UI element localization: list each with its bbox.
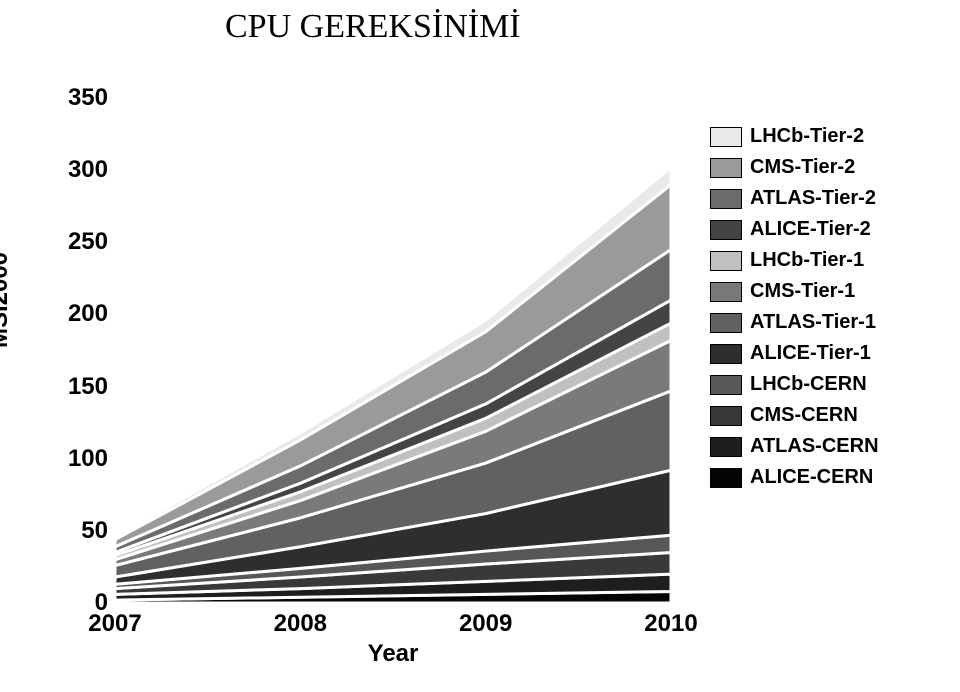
- x-tick-label: 2007: [88, 610, 141, 638]
- x-tick-label: 2010: [644, 610, 697, 638]
- legend-swatch: [710, 375, 742, 395]
- y-tick-label: 250: [68, 228, 108, 256]
- legend-label: LHCb-Tier-2: [750, 125, 864, 148]
- legend-swatch: [710, 406, 742, 426]
- legend-item: ATLAS-Tier-1: [710, 311, 879, 334]
- legend-label: ALICE-CERN: [750, 466, 873, 489]
- legend-item: LHCb-Tier-2: [710, 125, 879, 148]
- y-axis-label: MSI2000: [0, 252, 14, 348]
- legend-label: ALICE-Tier-1: [750, 342, 871, 365]
- legend-swatch: [710, 127, 742, 147]
- legend-item: ATLAS-CERN: [710, 435, 879, 458]
- x-tick-label: 2008: [274, 610, 327, 638]
- legend-item: ATLAS-Tier-2: [710, 187, 879, 210]
- y-tick-label: 350: [68, 84, 108, 112]
- legend-swatch: [710, 251, 742, 271]
- x-axis-label: Year: [368, 640, 419, 668]
- legend-item: ALICE-Tier-1: [710, 342, 879, 365]
- y-tick-label: 150: [68, 373, 108, 401]
- legend-swatch: [710, 468, 742, 488]
- legend-item: ALICE-CERN: [710, 466, 879, 489]
- legend-label: CMS-CERN: [750, 404, 858, 427]
- y-tick-label: 200: [68, 300, 108, 328]
- legend-swatch: [710, 158, 742, 178]
- legend-swatch: [710, 313, 742, 333]
- legend-label: ATLAS-Tier-2: [750, 187, 876, 210]
- legend-swatch: [710, 189, 742, 209]
- legend-label: ATLAS-CERN: [750, 435, 879, 458]
- page-title: CPU GEREKSİNİMİ: [225, 8, 521, 46]
- legend-swatch: [710, 220, 742, 240]
- legend-item: LHCb-CERN: [710, 373, 879, 396]
- legend-swatch: [710, 282, 742, 302]
- legend-label: ALICE-Tier-2: [750, 218, 871, 241]
- legend-item: ALICE-Tier-2: [710, 218, 879, 241]
- y-tick-label: 100: [68, 445, 108, 473]
- legend-item: CMS-CERN: [710, 404, 879, 427]
- legend-label: ATLAS-Tier-1: [750, 311, 876, 334]
- x-tick-label: 2009: [459, 610, 512, 638]
- legend-label: LHCb-CERN: [750, 373, 867, 396]
- legend-label: LHCb-Tier-1: [750, 249, 864, 272]
- area-chart: [115, 98, 671, 603]
- y-tick-label: 300: [68, 156, 108, 184]
- legend-label: CMS-Tier-2: [750, 156, 855, 179]
- legend-label: CMS-Tier-1: [750, 280, 855, 303]
- legend-swatch: [710, 437, 742, 457]
- y-tick-label: 50: [81, 517, 108, 545]
- legend-item: CMS-Tier-1: [710, 280, 879, 303]
- legend-swatch: [710, 344, 742, 364]
- legend-item: CMS-Tier-2: [710, 156, 879, 179]
- legend: LHCb-Tier-2 CMS-Tier-2 ATLAS-Tier-2 ALICE-T…: [710, 125, 879, 497]
- legend-item: LHCb-Tier-1: [710, 249, 879, 272]
